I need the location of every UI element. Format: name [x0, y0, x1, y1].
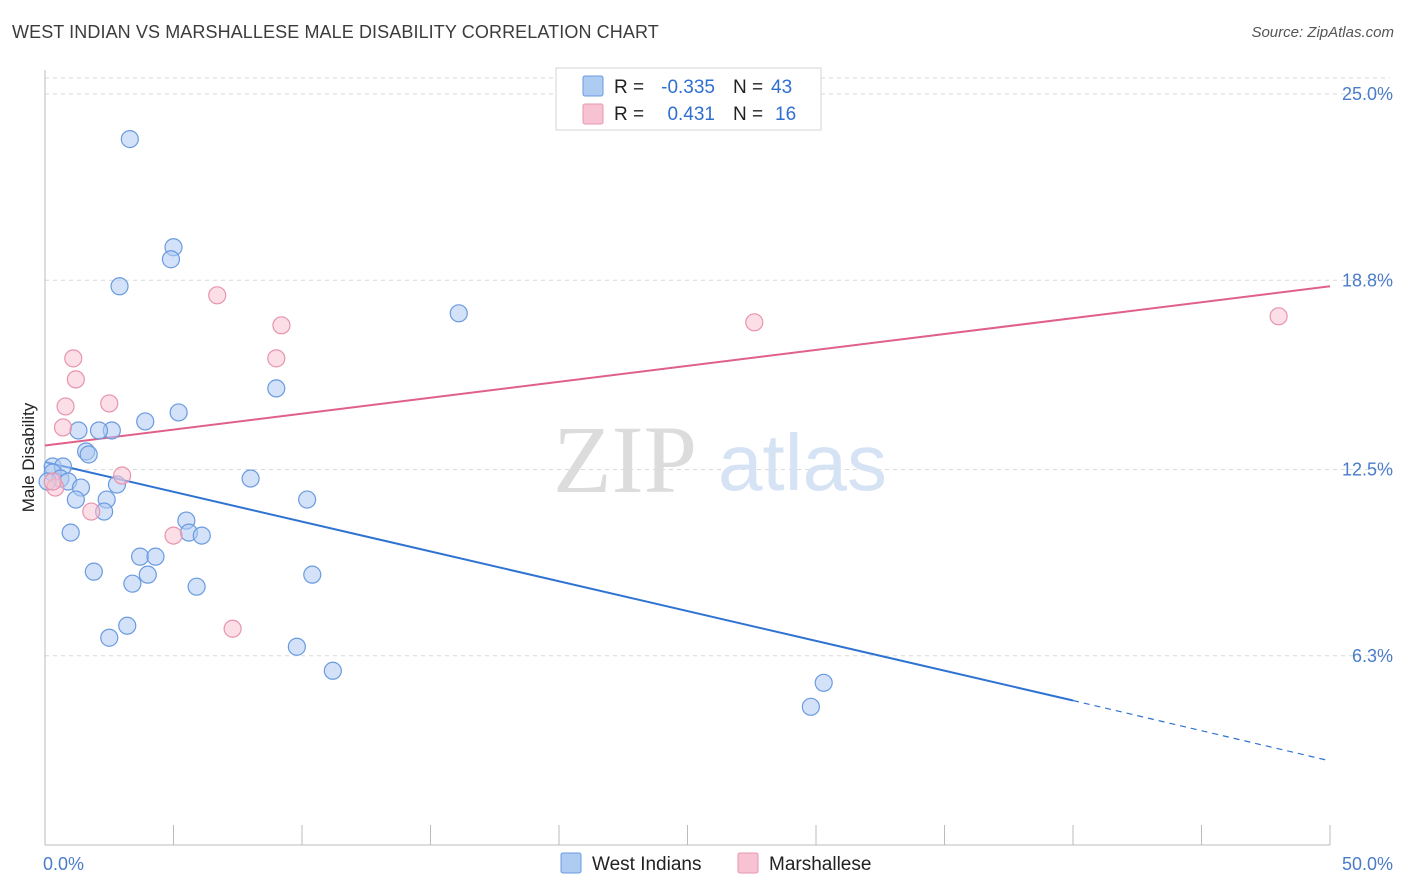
series-legend: West Indians Marshallese [560, 852, 871, 875]
legend-n-label-2: N = [733, 104, 763, 125]
series-legend-swatch-west-indians [560, 852, 582, 874]
data-points [38, 129, 1288, 716]
point-west-indians [169, 403, 188, 422]
point-west-indians [118, 616, 137, 635]
y-axis-title: Male Disability [19, 402, 38, 512]
point-marshallese [100, 394, 119, 413]
x-tick-label-end: 50.0% [1342, 854, 1393, 874]
point-west-indians [89, 421, 109, 440]
point-west-indians [79, 445, 98, 464]
legend-swatch-west-indians [582, 75, 604, 97]
point-west-indians [323, 661, 342, 680]
y-tick-labels: 6.3% 12.5% 18.8% 25.0% [1342, 84, 1393, 666]
watermark: ZIP atlas [553, 406, 887, 513]
chart-source: Source: ZipAtlas.com [1251, 24, 1394, 41]
point-west-indians [66, 490, 85, 509]
legend-n-value-2: 16 [775, 104, 796, 125]
point-marshallese [53, 418, 73, 437]
point-marshallese [223, 619, 242, 638]
point-marshallese [66, 370, 85, 389]
point-west-indians [100, 628, 119, 647]
point-west-indians [267, 379, 286, 398]
stats-legend: R = -0.335 N = 43 R = 0.431 N = 16 [555, 67, 822, 131]
point-west-indians [138, 565, 157, 584]
point-marshallese [208, 286, 227, 305]
point-west-indians [287, 637, 306, 656]
point-marshallese [82, 502, 101, 521]
y-tick-label: 25.0% [1342, 84, 1393, 104]
legend-r-label-2: R = [614, 104, 644, 125]
point-marshallese [43, 472, 62, 491]
point-west-indians [120, 129, 139, 149]
point-west-indians [69, 421, 88, 440]
trendline-marshallese [44, 285, 1331, 447]
point-west-indians [814, 673, 833, 692]
point-marshallese [56, 397, 75, 416]
y-tick-label: 18.8% [1342, 270, 1393, 290]
point-west-indians [241, 469, 260, 488]
legend-n-value-1: 43 [771, 77, 792, 98]
watermark-zip: ZIP [553, 406, 697, 513]
point-west-indians [298, 490, 317, 509]
point-marshallese [745, 313, 764, 332]
point-west-indians [110, 277, 129, 296]
series-legend-label-west-indians: West Indians [592, 854, 701, 875]
trendline-west-indians [44, 461, 1074, 702]
point-marshallese [112, 466, 132, 485]
trendline-west-indians-extension [1072, 699, 1331, 762]
watermark-atlas: atlas [718, 418, 887, 507]
point-west-indians [84, 562, 103, 581]
legend-n-label-1: N = [733, 77, 763, 98]
legend-r-label-1: R = [614, 77, 644, 98]
grid-lines [45, 77, 1390, 657]
series-legend-label-marshallese: Marshallese [769, 854, 871, 875]
legend-r-value-2: 0.431 [667, 104, 715, 125]
axes [44, 70, 1331, 846]
series-legend-swatch-marshallese [737, 852, 759, 874]
point-west-indians [136, 412, 155, 431]
point-west-indians [61, 523, 80, 542]
point-west-indians [146, 547, 165, 566]
point-marshallese [64, 349, 83, 368]
point-west-indians [123, 574, 142, 593]
point-marshallese [1269, 307, 1288, 326]
point-west-indians [161, 250, 181, 269]
x-tick-label-start: 0.0% [43, 854, 84, 874]
y-tick-label: 12.5% [1342, 460, 1393, 480]
point-west-indians [192, 526, 211, 545]
point-west-indians [303, 565, 322, 584]
point-west-indians [187, 577, 206, 596]
point-marshallese [164, 526, 183, 545]
point-marshallese [267, 349, 286, 368]
legend-r-value-1: -0.335 [661, 77, 715, 98]
legend-swatch-marshallese [582, 103, 604, 125]
y-tick-label: 6.3% [1352, 646, 1393, 666]
x-tick-labels: 0.0% 50.0% [43, 854, 1393, 874]
point-marshallese [272, 316, 291, 335]
trend-lines [44, 285, 1331, 762]
point-west-indians [130, 547, 150, 566]
point-west-indians [801, 697, 820, 716]
point-west-indians [449, 304, 468, 323]
chart-title: WEST INDIAN VS MARSHALLESE MALE DISABILI… [12, 22, 659, 42]
